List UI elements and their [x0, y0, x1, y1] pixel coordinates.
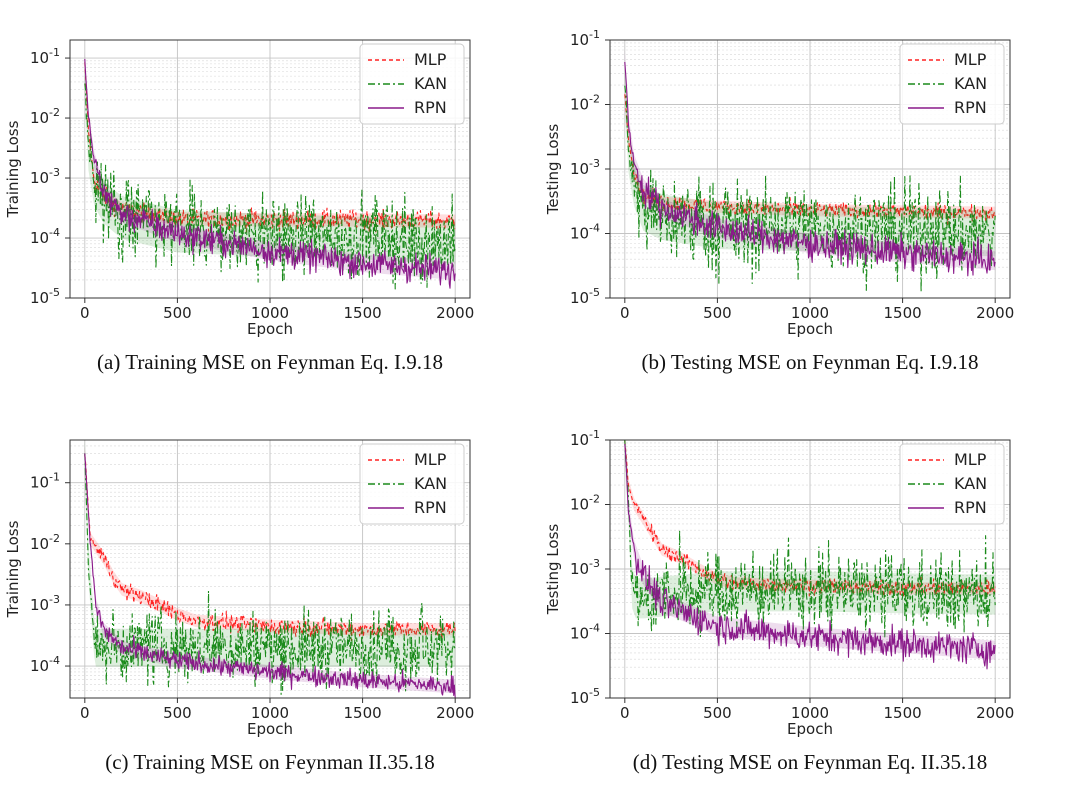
legend-box [899, 43, 1005, 125]
series-line-mlp [624, 440, 996, 598]
y-tick-label: 10-4 [570, 622, 600, 643]
x-tick-label: 1500 [343, 304, 381, 322]
x-tick-label: 1000 [791, 304, 829, 322]
series-group [624, 49, 996, 293]
legend-box [899, 443, 1005, 525]
series-group [624, 440, 996, 670]
series-group [84, 51, 456, 290]
x-tick-label: 1000 [251, 304, 289, 322]
y-tick-label: 10-2 [30, 106, 60, 127]
x-tick-label: 0 [80, 704, 90, 722]
legend-label-mlp: MLP [414, 50, 447, 69]
legend-label-rpn: RPN [414, 498, 447, 517]
y-axis-label: Testing Loss [544, 524, 562, 616]
y-tick-label: 10-5 [570, 286, 600, 307]
x-tick-label: 2000 [976, 704, 1014, 722]
legend-label-rpn: RPN [954, 98, 987, 117]
series-line-kan [84, 453, 456, 695]
series-band-rpn [624, 49, 996, 271]
series-line-rpn [84, 453, 456, 698]
series-line-rpn [84, 58, 456, 289]
x-tick-label: 500 [703, 704, 732, 722]
chart-svg: 0 500 1000 1500 2000 10-1 10-2 10-3 10-4 10-5 Epoc… [544, 428, 1014, 738]
x-tick-label: 1500 [883, 304, 921, 322]
series-line-mlp [84, 62, 456, 233]
series-band-kan [624, 62, 996, 257]
x-axis-label: Epoch [247, 720, 293, 738]
y-tick-label: 10-1 [30, 46, 60, 67]
legend: MLP KAN RPN [359, 43, 465, 125]
chart-panel-d: 0 500 1000 1500 2000 10-1 10-2 10-3 10-4 10-5 Epoc… [540, 400, 1080, 800]
chart-svg: 0 500 1000 1500 2000 10-1 10-2 10-3 10-4 10-5 Epoc… [544, 28, 1014, 338]
y-tick-label: 10-3 [570, 557, 600, 578]
x-axis-label: Epoch [247, 320, 293, 338]
series-group [84, 440, 456, 698]
y-tick-label: 10-5 [30, 286, 60, 307]
y-tick-label: 10-1 [570, 28, 600, 49]
y-tick-label: 10-1 [30, 471, 60, 492]
legend-label-rpn: RPN [954, 498, 987, 517]
chart-caption: (c) Training MSE on Feynman II.35.18 [105, 750, 435, 774]
chart-caption: (d) Testing MSE on Feynman Eq. II.35.18 [632, 750, 988, 774]
x-tick-label: 500 [163, 304, 192, 322]
legend-label-kan: KAN [414, 74, 447, 93]
legend: MLP KAN RPN [899, 43, 1005, 125]
x-tick-label: 1500 [343, 704, 381, 722]
y-tick-label: 10-2 [570, 93, 600, 114]
legend-label-kan: KAN [954, 74, 987, 93]
y-tick-label: 10-2 [570, 493, 600, 514]
x-tick-label: 500 [163, 704, 192, 722]
chart-panel-b: 0 500 1000 1500 2000 10-1 10-2 10-3 10-4 10-5 Epoc… [540, 0, 1080, 400]
series-line-rpn [624, 443, 996, 670]
y-tick-label: 10-3 [30, 593, 60, 614]
x-tick-label: 1500 [883, 704, 921, 722]
chart-caption: (b) Testing MSE on Feynman Eq. I.9.18 [641, 350, 979, 374]
chart-panel-a: 0 500 1000 1500 2000 10-1 10-2 10-3 10-4 10-5 Epoc… [0, 0, 540, 400]
series-line-kan [624, 440, 996, 638]
legend-label-kan: KAN [414, 474, 447, 493]
y-tick-label: 10-3 [30, 166, 60, 187]
y-axis-label: Training Loss [4, 520, 22, 618]
x-tick-label: 1000 [251, 704, 289, 722]
x-tick-label: 2000 [436, 304, 474, 322]
x-tick-label: 2000 [976, 304, 1014, 322]
y-tick-label: 10-5 [570, 686, 600, 707]
y-tick-label: 10-2 [30, 532, 60, 553]
y-tick-label: 10-1 [570, 428, 600, 449]
series-line-kan [84, 83, 456, 290]
legend-label-kan: KAN [954, 474, 987, 493]
chart-svg: 0 500 1000 1500 2000 10-1 10-2 10-3 10-4 10-5 Epoc… [4, 39, 474, 338]
x-axis-label: Epoch [787, 720, 833, 738]
x-axis-label: Epoch [787, 320, 833, 338]
chart-svg: 0 500 1000 1500 2000 10-1 10-2 10-3 10-4 Epoch Tra… [4, 439, 474, 738]
series-line-rpn [624, 61, 996, 277]
legend-box [359, 443, 465, 525]
x-tick-label: 0 [620, 704, 630, 722]
y-tick-label: 10-4 [30, 654, 60, 675]
x-tick-label: 2000 [436, 704, 474, 722]
chart-panel-c: 0 500 1000 1500 2000 10-1 10-2 10-3 10-4 Epoch Tra… [0, 400, 540, 800]
y-axis-label: Testing Loss [544, 124, 562, 216]
x-tick-label: 0 [80, 304, 90, 322]
legend-label-mlp: MLP [954, 50, 987, 69]
x-tick-label: 0 [620, 304, 630, 322]
x-tick-label: 500 [703, 304, 732, 322]
chart-caption: (a) Training MSE on Feynman Eq. I.9.18 [97, 350, 443, 374]
y-tick-label: 10-3 [570, 157, 600, 178]
series-line-kan [624, 85, 996, 293]
legend: MLP KAN RPN [359, 443, 465, 525]
legend-label-rpn: RPN [414, 98, 447, 117]
series-band-mlp [84, 57, 456, 229]
legend-label-mlp: MLP [414, 450, 447, 469]
legend: MLP KAN RPN [899, 443, 1005, 525]
legend-label-mlp: MLP [954, 450, 987, 469]
series-line-mlp [624, 94, 996, 225]
y-tick-label: 10-4 [570, 222, 600, 243]
legend-box [359, 43, 465, 125]
x-tick-label: 1000 [791, 704, 829, 722]
y-tick-label: 10-4 [30, 226, 60, 247]
y-axis-label: Training Loss [4, 120, 22, 218]
